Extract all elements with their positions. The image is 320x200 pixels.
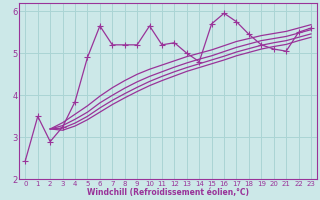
X-axis label: Windchill (Refroidissement éolien,°C): Windchill (Refroidissement éolien,°C) (87, 188, 249, 197)
